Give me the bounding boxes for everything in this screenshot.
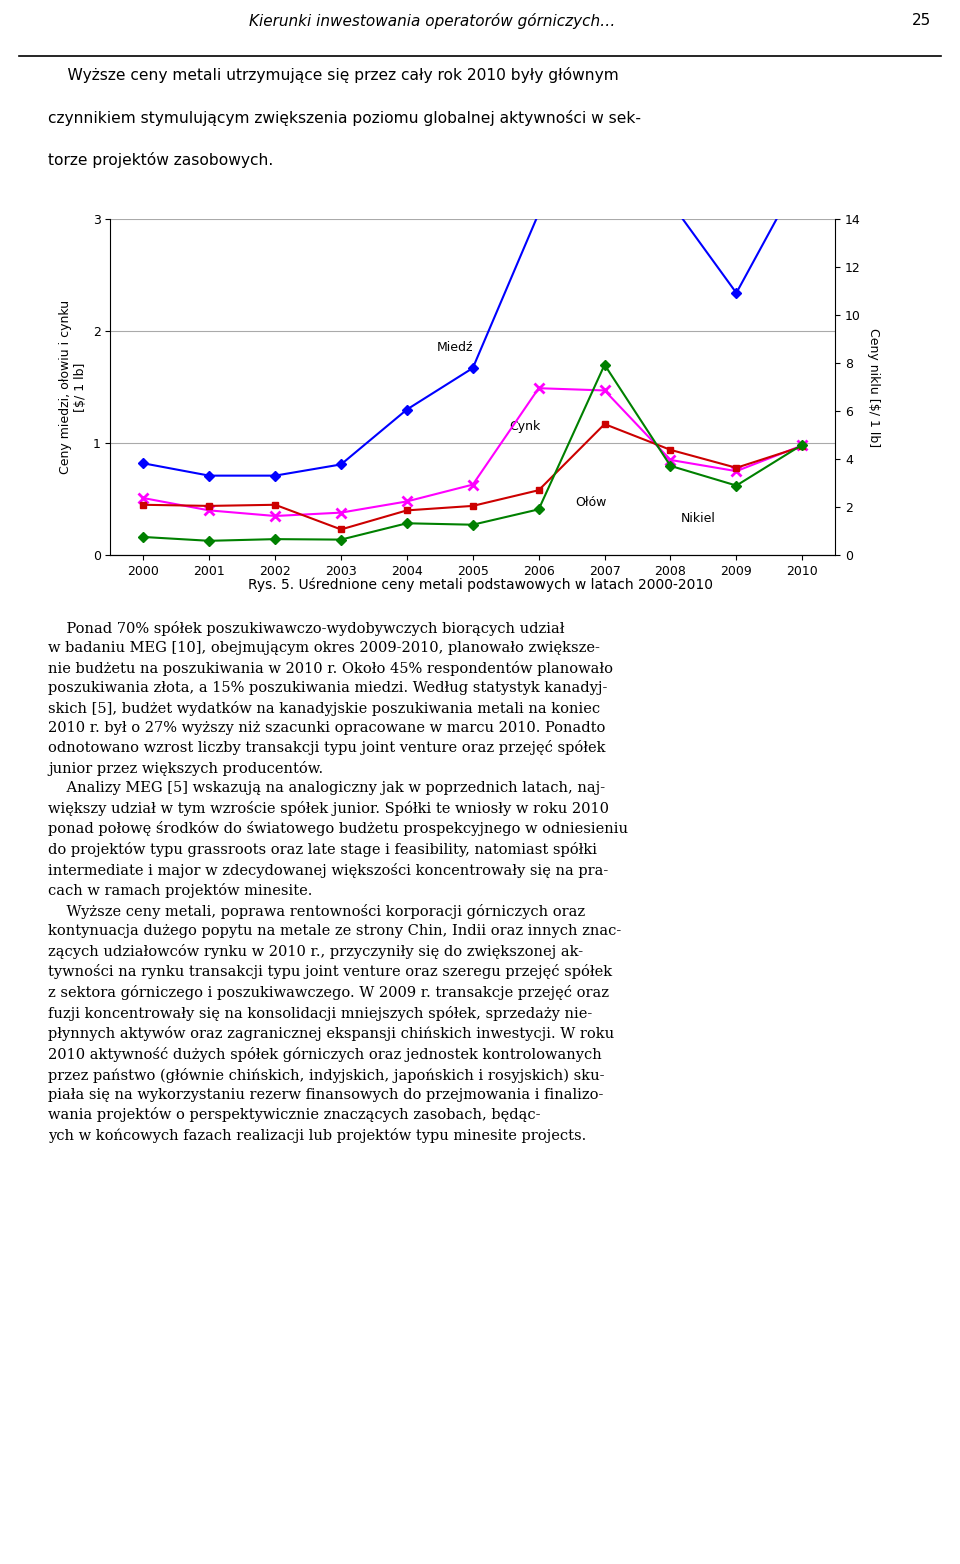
Text: Ołów: Ołów bbox=[575, 496, 607, 508]
Y-axis label: Ceny niklu [$/ 1 lb]: Ceny niklu [$/ 1 lb] bbox=[867, 327, 880, 447]
Text: Nikiel: Nikiel bbox=[681, 511, 715, 526]
Text: czynnikiem stymulującym zwiększenia poziomu globalnej aktywności w sek-: czynnikiem stymulującym zwiększenia pozi… bbox=[48, 109, 641, 125]
Text: torze projektów zasobowych.: torze projektów zasobowych. bbox=[48, 152, 274, 167]
Text: Cynk: Cynk bbox=[509, 419, 540, 433]
Text: Kierunki inwestowania operatorów górniczych…: Kierunki inwestowania operatorów górnicz… bbox=[249, 13, 615, 28]
Text: 25: 25 bbox=[912, 14, 931, 28]
Y-axis label: Ceny miedzi, ołowiu i cynku
[$/ 1 lb]: Ceny miedzi, ołowiu i cynku [$/ 1 lb] bbox=[60, 300, 87, 474]
Text: Wyższe ceny metali utrzymujące się przez cały rok 2010 były głównym: Wyższe ceny metali utrzymujące się przez… bbox=[48, 67, 619, 83]
Text: Rys. 5. Uśrednione ceny metali podstawowych w latach 2000-2010: Rys. 5. Uśrednione ceny metali podstawow… bbox=[248, 577, 712, 593]
Text: Ponad 70% spółek poszukiwawczo-wydobywczych biorących udział
w badaniu MEG [10],: Ponad 70% spółek poszukiwawczo-wydobywcz… bbox=[48, 621, 628, 1143]
Text: Miedź: Miedź bbox=[437, 341, 473, 353]
